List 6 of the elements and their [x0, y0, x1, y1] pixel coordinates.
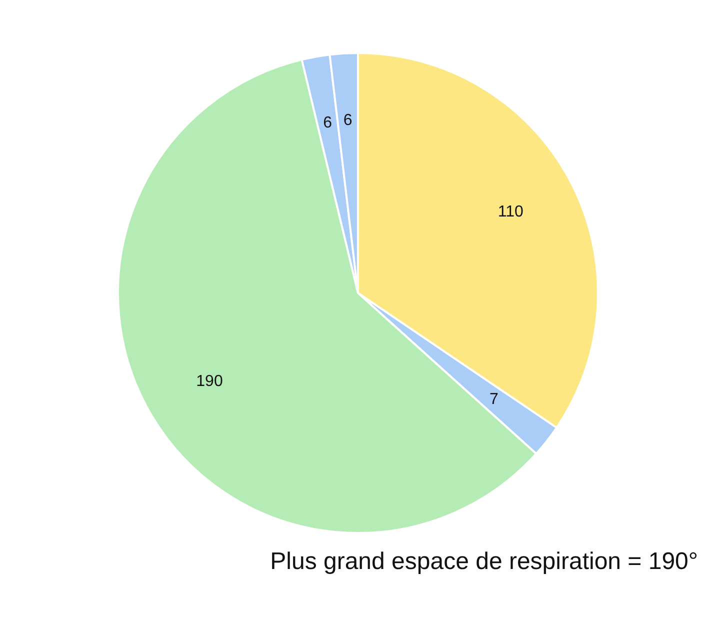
data-label: 110 — [498, 204, 524, 221]
text: Plus grand espace de respiration = 190° — [269, 548, 698, 576]
data-label: 6 — [323, 114, 332, 132]
data-label: 190 — [196, 372, 223, 390]
data-label: 7 — [490, 391, 499, 408]
data-label: 6 — [343, 112, 352, 129]
